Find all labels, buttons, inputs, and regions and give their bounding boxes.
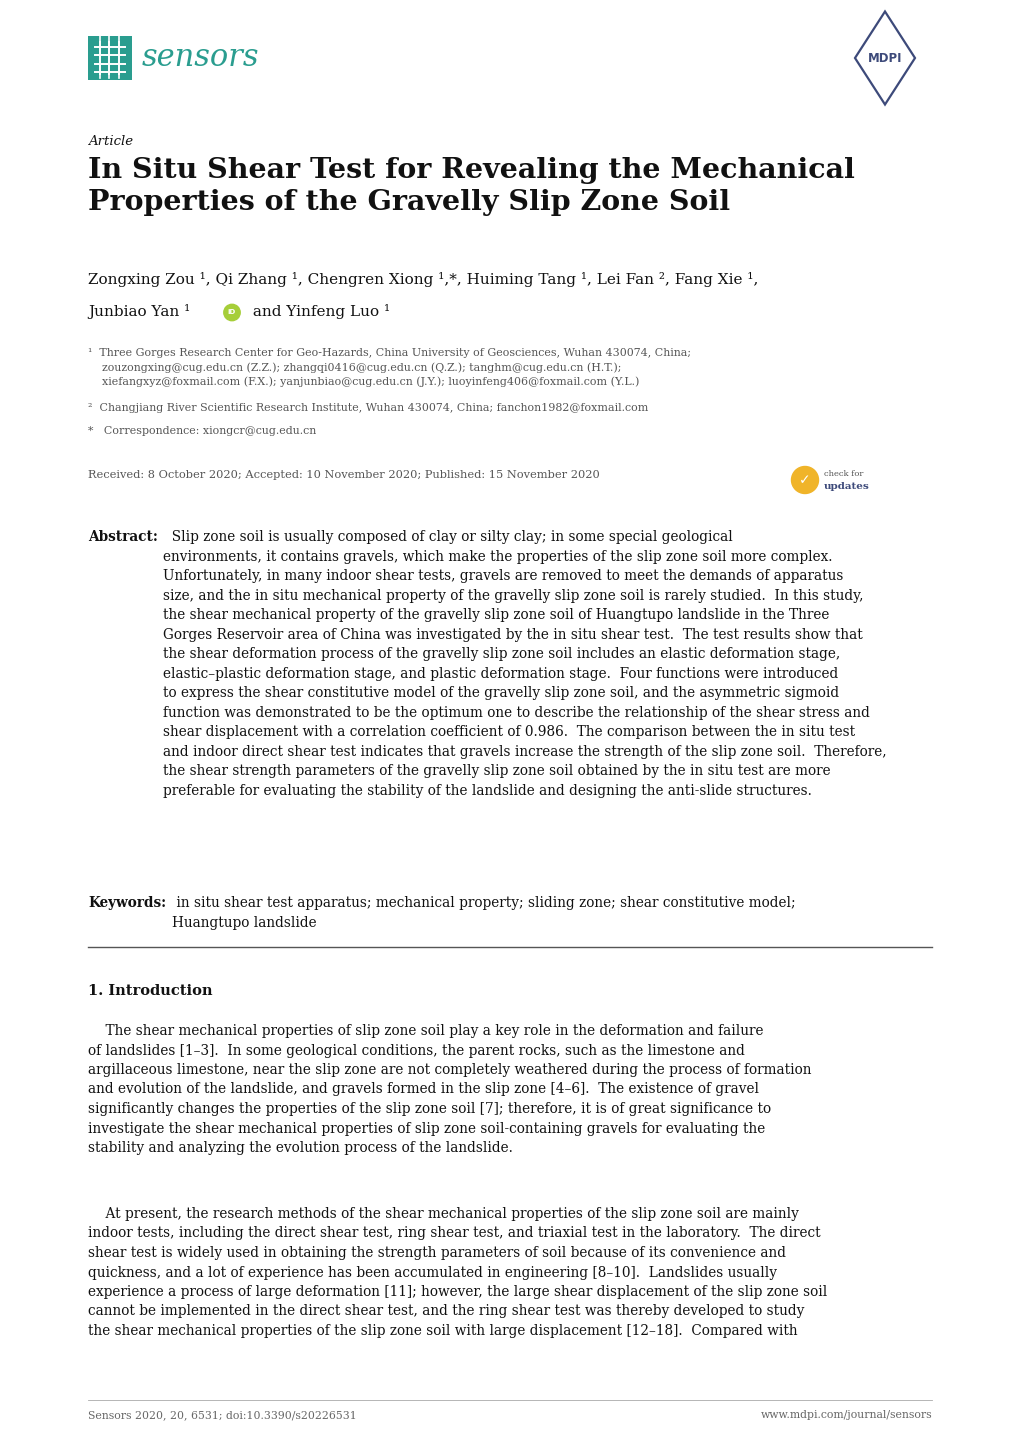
Text: In Situ Shear Test for Revealing the Mechanical
Properties of the Gravelly Slip : In Situ Shear Test for Revealing the Mec…: [88, 157, 854, 216]
Text: Slip zone soil is usually composed of clay or silty clay; in some special geolog: Slip zone soil is usually composed of cl…: [163, 531, 886, 797]
Text: ¹  Three Gorges Research Center for Geo-Hazards, China University of Geosciences: ¹ Three Gorges Research Center for Geo-H…: [88, 348, 690, 386]
Text: iD: iD: [227, 310, 235, 316]
Text: 1. Introduction: 1. Introduction: [88, 983, 212, 998]
Text: Article: Article: [88, 136, 133, 149]
Text: sensors: sensors: [142, 42, 259, 74]
Polygon shape: [854, 12, 914, 104]
Text: Junbiao Yan ¹: Junbiao Yan ¹: [88, 304, 191, 319]
Text: ²  Changjiang River Scientific Research Institute, Wuhan 430074, China; fanchon1: ² Changjiang River Scientific Research I…: [88, 402, 648, 412]
Text: www.mdpi.com/journal/sensors: www.mdpi.com/journal/sensors: [759, 1410, 931, 1420]
Circle shape: [791, 467, 817, 493]
Text: updates: updates: [823, 482, 869, 490]
Text: ✓: ✓: [799, 473, 810, 487]
Text: The shear mechanical properties of slip zone soil play a key role in the deforma: The shear mechanical properties of slip …: [88, 1024, 811, 1155]
Text: Zongxing Zou ¹, Qi Zhang ¹, Chengren Xiong ¹,*, Huiming Tang ¹, Lei Fan ², Fang : Zongxing Zou ¹, Qi Zhang ¹, Chengren Xio…: [88, 273, 758, 287]
FancyBboxPatch shape: [88, 36, 131, 79]
Text: and Yinfeng Luo ¹: and Yinfeng Luo ¹: [248, 304, 389, 319]
Text: in situ shear test apparatus; mechanical property; sliding zone; shear constitut: in situ shear test apparatus; mechanical…: [172, 895, 795, 930]
Text: At present, the research methods of the shear mechanical properties of the slip : At present, the research methods of the …: [88, 1207, 826, 1338]
Text: Sensors 2020, 20, 6531; doi:10.3390/s20226531: Sensors 2020, 20, 6531; doi:10.3390/s202…: [88, 1410, 357, 1420]
Text: check for: check for: [823, 470, 862, 477]
Text: Received: 8 October 2020; Accepted: 10 November 2020; Published: 15 November 202: Received: 8 October 2020; Accepted: 10 N…: [88, 470, 599, 480]
Text: Abstract:: Abstract:: [88, 531, 158, 544]
Text: MDPI: MDPI: [867, 52, 902, 65]
Text: Keywords:: Keywords:: [88, 895, 166, 910]
Text: *   Correspondence: xiongcr@cug.edu.cn: * Correspondence: xiongcr@cug.edu.cn: [88, 425, 316, 435]
Circle shape: [223, 304, 239, 320]
